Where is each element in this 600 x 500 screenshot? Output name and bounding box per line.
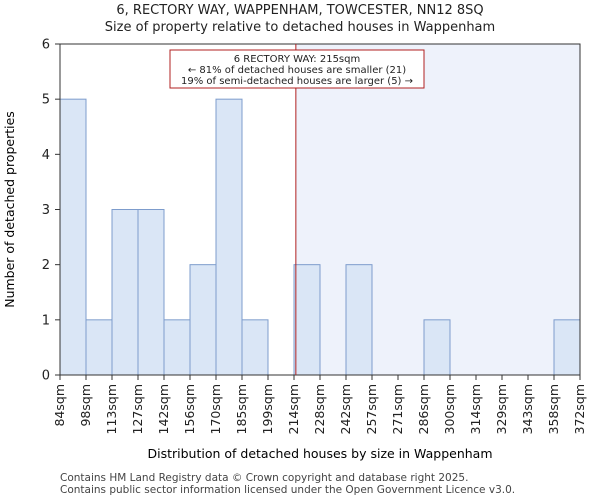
chart-subtitle: Size of property relative to detached ho… [104, 20, 496, 35]
annotation-line-2: ← 81% of detached houses are smaller (21… [188, 65, 406, 76]
bar-127sqm [137, 209, 165, 376]
footer-line-2: Contains public sector information licen… [60, 484, 516, 496]
y-tick-label-0: 0 [42, 369, 50, 384]
bars-group [59, 98, 581, 376]
y-tick-label-1: 1 [42, 313, 50, 328]
x-tick-label-127sqm: 127sqm [130, 384, 145, 434]
x-tick-label-214sqm: 214sqm [286, 384, 301, 434]
x-tick-label-199sqm: 199sqm [260, 384, 275, 434]
x-tick-label-84sqm: 84sqm [52, 384, 67, 427]
y-tick-label-3: 3 [42, 203, 50, 218]
x-tick-label-358sqm: 358sqm [546, 384, 561, 434]
y-tick-label-4: 4 [42, 148, 50, 163]
x-tick-label-329sqm: 329sqm [494, 384, 509, 434]
y-tick-label-2: 2 [42, 258, 50, 273]
y-axis-label: Number of detached properties [2, 111, 17, 308]
x-tick-label-314sqm: 314sqm [468, 384, 483, 434]
bar-242sqm [345, 264, 373, 376]
x-tick-label-142sqm: 142sqm [156, 384, 171, 434]
footer-line-1: Contains HM Land Registry data © Crown c… [60, 472, 469, 484]
x-tick-label-372sqm: 372sqm [572, 384, 587, 434]
annotation-box [169, 49, 425, 89]
x-tick-label-170sqm: 170sqm [208, 384, 223, 434]
x-tick-label-98sqm: 98sqm [78, 384, 93, 427]
y-tick-label-6: 6 [42, 38, 50, 53]
bar-98sqm [85, 319, 113, 376]
x-tick-label-156sqm: 156sqm [182, 384, 197, 434]
x-tick-label-228sqm: 228sqm [312, 384, 327, 434]
x-tick-label-343sqm: 343sqm [520, 384, 535, 434]
y-axis: 0 1 2 3 4 5 6 [42, 38, 60, 384]
x-tick-label-242sqm: 242sqm [338, 384, 353, 434]
x-tick-label-300sqm: 300sqm [442, 384, 457, 434]
bar-286sqm [423, 319, 451, 376]
bar-84sqm [59, 98, 87, 376]
bar-214sqm [293, 264, 321, 376]
annotation-line-1: 6 RECTORY WAY: 215sqm [234, 54, 360, 65]
x-tick-label-286sqm: 286sqm [416, 384, 431, 434]
x-tick-label-271sqm: 271sqm [390, 384, 405, 434]
y-tick-label-5: 5 [42, 93, 50, 108]
bar-358sqm [553, 319, 581, 376]
bar-142sqm [163, 319, 191, 376]
bar-156sqm [189, 264, 217, 376]
bar-113sqm [111, 209, 139, 376]
x-tick-label-257sqm: 257sqm [364, 384, 379, 434]
x-axis-label: Distribution of detached houses by size … [147, 446, 492, 461]
x-axis: 84sqm 98sqm 113sqm 127sqm 142sqm 156sqm 170sqm… [52, 375, 587, 434]
bar-185sqm [241, 319, 269, 376]
bar-170sqm [215, 98, 243, 376]
x-tick-label-113sqm: 113sqm [104, 384, 119, 434]
annotation-line-3: 19% of semi-detached houses are larger (… [181, 76, 413, 87]
marker-annotation: 6 RECTORY WAY: 215sqm ← 81% of detached … [169, 49, 425, 89]
histogram-chart: 0 1 2 3 4 5 6 84sqm 98sqm 113sqm 127sqm 142sqm 156s… [2, 38, 587, 462]
x-tick-label-185sqm: 185sqm [234, 384, 249, 434]
chart-title: 6, RECTORY WAY, WAPPENHAM, TOWCESTER, NN… [116, 3, 484, 18]
